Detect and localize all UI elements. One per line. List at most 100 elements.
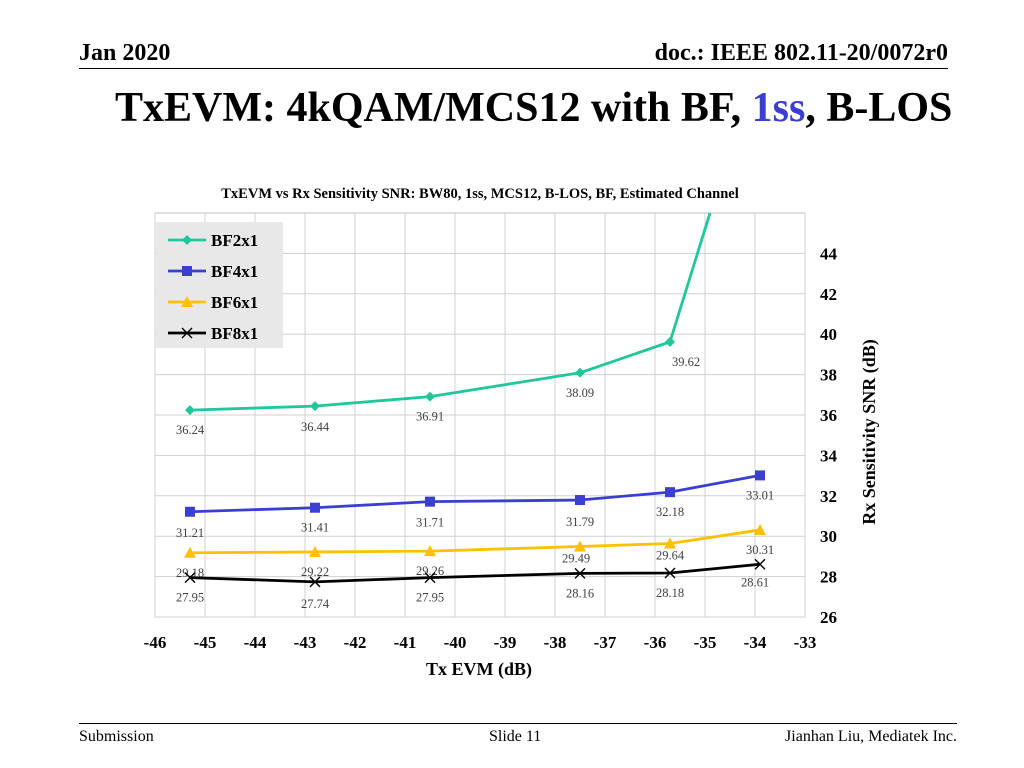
data-label: 29.49 bbox=[562, 552, 590, 566]
y-tick-labels: 26 28 30 32 34 36 38 40 42 44 bbox=[820, 244, 838, 627]
y-tick-label: 30 bbox=[820, 527, 837, 546]
data-label: 29.18 bbox=[176, 566, 204, 580]
header-doc-id: doc.: IEEE 802.11-20/0072r0 bbox=[654, 40, 948, 66]
data-label: 28.18 bbox=[656, 586, 684, 600]
data-label: 27.95 bbox=[176, 591, 204, 605]
data-label: 36.44 bbox=[301, 420, 330, 434]
data-point-marker bbox=[310, 502, 320, 513]
series-line bbox=[189, 474, 761, 514]
data-point-marker bbox=[754, 558, 766, 570]
data-point-marker bbox=[309, 545, 321, 557]
data-label: 31.21 bbox=[176, 526, 204, 540]
legend-item-bf6x1[interactable]: BF6x1 bbox=[168, 293, 258, 312]
data-point-marker bbox=[309, 576, 321, 588]
x-tick-label: -42 bbox=[344, 633, 367, 652]
x-tick-label: -44 bbox=[244, 633, 267, 652]
x-tick-label: -45 bbox=[194, 633, 217, 652]
data-point-marker bbox=[574, 567, 586, 579]
y-axis-label: Rx Sensitivity SNR (dB) bbox=[859, 339, 880, 525]
x-tick-label: -41 bbox=[394, 633, 417, 652]
series-bf4x1: 31.21 31.41 31.71 31.79 32.18 33.01 bbox=[176, 470, 774, 540]
data-point-marker bbox=[665, 487, 675, 498]
y-tick-label: 40 bbox=[820, 325, 837, 344]
data-label: 28.16 bbox=[566, 586, 594, 600]
y-tick-label: 36 bbox=[820, 406, 837, 425]
data-point-marker bbox=[185, 506, 195, 517]
x-tick-label: -38 bbox=[544, 633, 567, 652]
legend-item-bf8x1[interactable]: BF8x1 bbox=[168, 324, 258, 343]
data-point-marker bbox=[664, 567, 676, 579]
data-label: 28.61 bbox=[741, 575, 769, 589]
data-point-marker bbox=[575, 495, 585, 506]
data-point-marker bbox=[182, 235, 192, 245]
data-label: 32.18 bbox=[656, 505, 684, 519]
data-label: 38.09 bbox=[566, 386, 594, 400]
footer-divider bbox=[79, 723, 957, 724]
legend-label: BF2x1 bbox=[211, 231, 258, 250]
y-tick-label: 32 bbox=[820, 487, 837, 506]
data-label: 29.22 bbox=[301, 565, 329, 579]
data-point-marker bbox=[184, 546, 196, 558]
data-point-marker bbox=[575, 367, 585, 378]
series-line-group bbox=[189, 474, 761, 514]
y-tick-label: 38 bbox=[820, 366, 837, 385]
data-point-marker bbox=[665, 336, 675, 347]
x-tick-label: -36 bbox=[644, 633, 667, 652]
legend[interactable]: BF2x1 BF4x1 BF6x1 BF8x1 bbox=[156, 222, 283, 348]
series-line-group bbox=[189, 528, 761, 555]
series-line bbox=[189, 528, 761, 555]
data-label: 31.41 bbox=[301, 521, 329, 535]
header-date: Jan 2020 bbox=[79, 40, 171, 66]
data-label: 31.79 bbox=[566, 515, 594, 529]
data-point-marker bbox=[755, 470, 765, 481]
x-tick-label: -39 bbox=[494, 633, 517, 652]
slide-title-prefix: TxEVM: 4kQAM/MCS12 with BF, bbox=[115, 85, 752, 131]
legend-box bbox=[156, 222, 283, 348]
legend-item-bf2x1[interactable]: BF2x1 bbox=[168, 231, 258, 250]
series-group: 36.24 36.44 36.91 38.09 39.62 31.21 31.41 31.71… bbox=[176, 213, 774, 611]
series-line-group bbox=[189, 562, 761, 584]
x-tick-label: -40 bbox=[444, 633, 467, 652]
legend-label: BF8x1 bbox=[211, 324, 258, 343]
footer-submission: Submission bbox=[79, 728, 154, 745]
series-bf2x1: 36.24 36.44 36.91 38.09 39.62 bbox=[176, 213, 712, 437]
data-point-marker bbox=[424, 545, 436, 557]
data-label: 29.26 bbox=[416, 564, 444, 578]
data-point-marker bbox=[754, 523, 766, 535]
series-line-group bbox=[189, 213, 712, 412]
series-line bbox=[189, 562, 761, 584]
series-bf8x1: 27.95 27.74 27.95 28.16 28.18 28.61 bbox=[176, 558, 769, 611]
y-tick-label: 26 bbox=[820, 608, 837, 627]
x-tick-labels: -46 -45 -44 -43 -42 -41 -40 -39 -38 -37 -36 -35 -34 -… bbox=[144, 633, 817, 652]
data-label: 39.62 bbox=[672, 355, 700, 369]
legend-label: BF4x1 bbox=[211, 262, 258, 281]
data-point-marker bbox=[181, 296, 193, 307]
data-point-marker bbox=[425, 496, 435, 507]
data-label: 36.24 bbox=[176, 423, 205, 437]
data-label: 33.01 bbox=[746, 488, 774, 502]
data-point-marker bbox=[310, 401, 320, 412]
series-line bbox=[189, 213, 712, 412]
legend-label: BF6x1 bbox=[211, 293, 258, 312]
chart-title: TxEVM vs Rx Sensitivity SNR: BW80, 1ss, … bbox=[221, 186, 739, 202]
data-point-marker bbox=[185, 405, 195, 416]
legend-item-bf4x1[interactable]: BF4x1 bbox=[168, 262, 258, 281]
data-point-marker bbox=[181, 327, 193, 339]
data-label: 36.91 bbox=[416, 410, 444, 424]
x-tick-label: -46 bbox=[144, 633, 167, 652]
header-divider bbox=[79, 68, 948, 69]
slide-title: TxEVM: 4kQAM/MCS12 with BF, 1ss, B-LOS bbox=[115, 84, 952, 132]
x-tick-label: -35 bbox=[694, 633, 717, 652]
data-label: 29.64 bbox=[656, 548, 685, 562]
series-bf6x1: 29.18 29.22 29.26 29.49 29.64 30.31 bbox=[176, 523, 774, 580]
x-tick-label: -43 bbox=[294, 633, 317, 652]
footer-slide-number: Slide 11 bbox=[489, 728, 542, 745]
data-point-marker bbox=[184, 572, 196, 584]
data-label: 27.74 bbox=[301, 597, 330, 611]
footer-author: Jianhan Liu, Mediatek Inc. bbox=[785, 728, 957, 745]
data-point-marker bbox=[182, 266, 192, 276]
x-tick-label: -34 bbox=[744, 633, 767, 652]
data-point-marker bbox=[664, 537, 676, 549]
y-tick-label: 28 bbox=[820, 568, 837, 587]
